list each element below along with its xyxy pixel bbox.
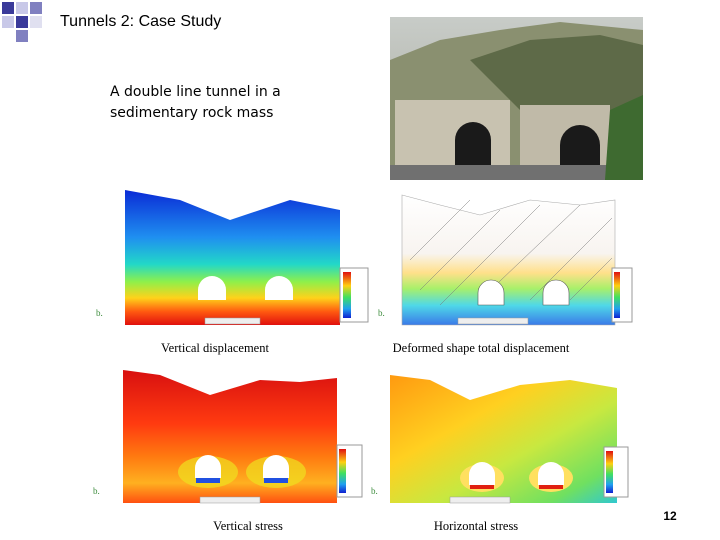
figure-tag: b.	[96, 308, 103, 318]
figure-caption: Deformed shape total displacement	[393, 341, 570, 355]
figure-caption: Horizontal stress	[434, 519, 518, 533]
figure-tag: b.	[371, 486, 378, 496]
title: Tunnels 2: Case Study	[60, 13, 221, 30]
figure-horizontal-stress: b. Horizontal stress	[371, 375, 629, 533]
figure-tag: b.	[93, 486, 100, 496]
body-text: A double line tunnel in a sedimentary ro…	[110, 84, 281, 121]
tunnel-photo	[390, 17, 643, 180]
figure-caption: Vertical stress	[213, 519, 283, 533]
logo	[2, 2, 42, 42]
figure-tag: b.	[378, 308, 385, 318]
figure-vertical-stress: b. Vertical stress	[93, 370, 363, 533]
page-number: 12	[663, 509, 677, 523]
figure-vertical-displacement: b. Vertical displacement	[96, 190, 369, 355]
figure-total-displacement: b. Deformed shape total displacement	[378, 194, 633, 355]
body-text-box: A double line tunnel in a sedimentary ro…	[110, 84, 281, 121]
figure-caption: Vertical displacement	[161, 341, 269, 355]
